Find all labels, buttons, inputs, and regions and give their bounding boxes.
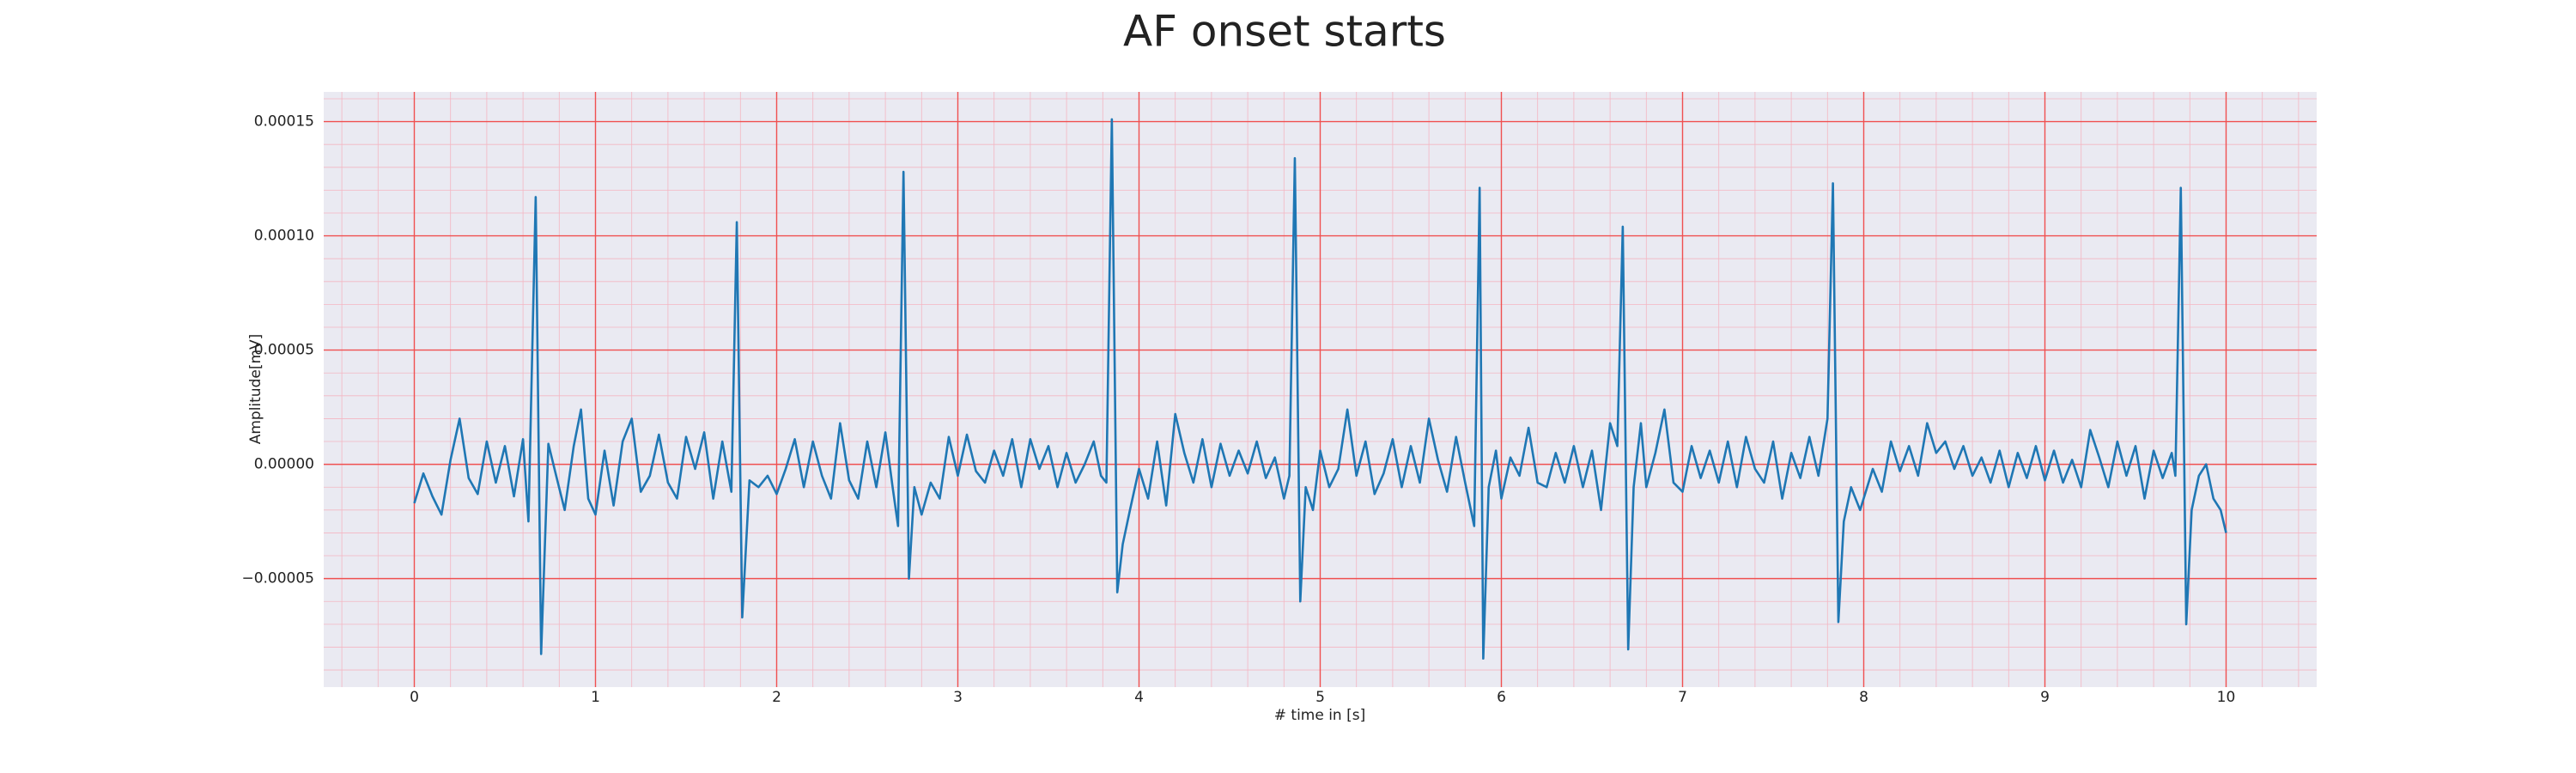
chart-title: AF onset starts <box>1123 7 1446 57</box>
y-tick-label: −0.00005 <box>241 570 314 587</box>
y-tick-label: 0.00005 <box>254 342 314 359</box>
x-tick-label: 0 <box>410 689 419 706</box>
signal-line <box>413 118 2227 660</box>
x-tick-label: 7 <box>1678 689 1687 706</box>
x-tick-label: 3 <box>953 689 963 706</box>
y-tick-label: 0.00015 <box>254 113 314 131</box>
y-tick-label: 0.00010 <box>254 228 314 245</box>
x-tick-label: 9 <box>2040 689 2050 706</box>
x-tick-label: 4 <box>1134 689 1144 706</box>
x-tick-label: 2 <box>772 689 781 706</box>
marks <box>413 118 2227 660</box>
x-tick-label: 5 <box>1315 689 1325 706</box>
y-tick-label: 0.00000 <box>254 456 314 473</box>
x-tick-label: 10 <box>2217 689 2236 706</box>
x-axis-label: # time in [s] <box>1274 707 1365 724</box>
x-tick-label: 1 <box>591 689 600 706</box>
x-tick-label: 6 <box>1497 689 1506 706</box>
x-tick-label: 8 <box>1859 689 1868 706</box>
y-axis-label: Amplitude[mV] <box>247 334 264 445</box>
grid <box>324 92 2317 687</box>
